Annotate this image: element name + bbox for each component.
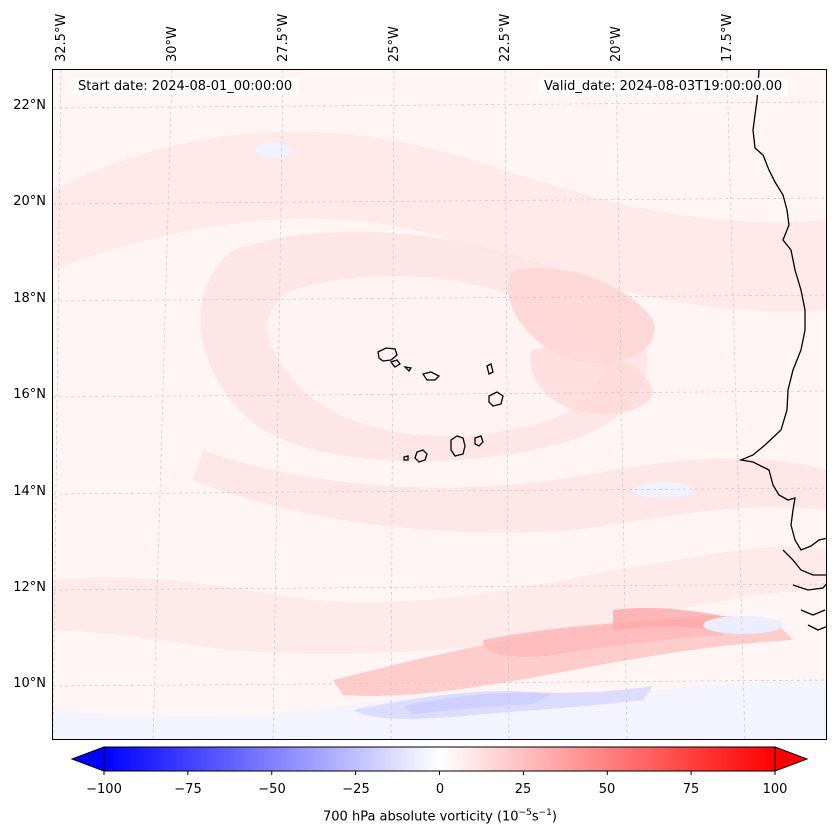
vorticity-field [53, 70, 826, 739]
colorbar-tick-label: −100 [86, 782, 122, 797]
lat-label-10n: 10°N [13, 676, 46, 691]
lat-label-14n: 14°N [13, 484, 46, 499]
colorbar-tick-label: 75 [682, 782, 700, 797]
colorbar-tick-label: −75 [174, 782, 202, 797]
colorbar-tick-label: −50 [258, 782, 286, 797]
gridlines [53, 70, 826, 739]
lat-label-16n: 16°N [13, 387, 46, 402]
coastline [738, 70, 826, 631]
colorbar-min-extend [70, 746, 105, 772]
map-panel[interactable]: Start date: 2024-08-01_00:00:00 Valid_da… [52, 69, 827, 740]
colorbar-tick-label: 100 [762, 782, 788, 797]
lat-label-20n: 20°N [13, 194, 46, 209]
colorbar-tick-label: 25 [514, 782, 532, 797]
islands [377, 347, 504, 463]
lat-label-18n: 18°N [13, 291, 46, 306]
colorbar-ticks [103, 771, 776, 775]
lat-label-22n: 22°N [13, 98, 46, 113]
colorbar-tick-label: 0 [435, 782, 445, 797]
colorbar-label: 700 hPa absolute vorticity (10−5s−1) [323, 808, 557, 825]
valid-date-label: Valid_date: 2024-08-03T19:00:00.00 [538, 78, 789, 95]
colorbar-tick-label: −25 [342, 782, 370, 797]
colorbar-tick-label: 50 [598, 782, 616, 797]
lat-label-12n: 12°N [13, 580, 46, 595]
colorbar-body [103, 746, 776, 772]
colorbar-max-extend [774, 746, 809, 772]
start-date-label: Start date: 2024-08-01_00:00:00 [72, 78, 299, 95]
